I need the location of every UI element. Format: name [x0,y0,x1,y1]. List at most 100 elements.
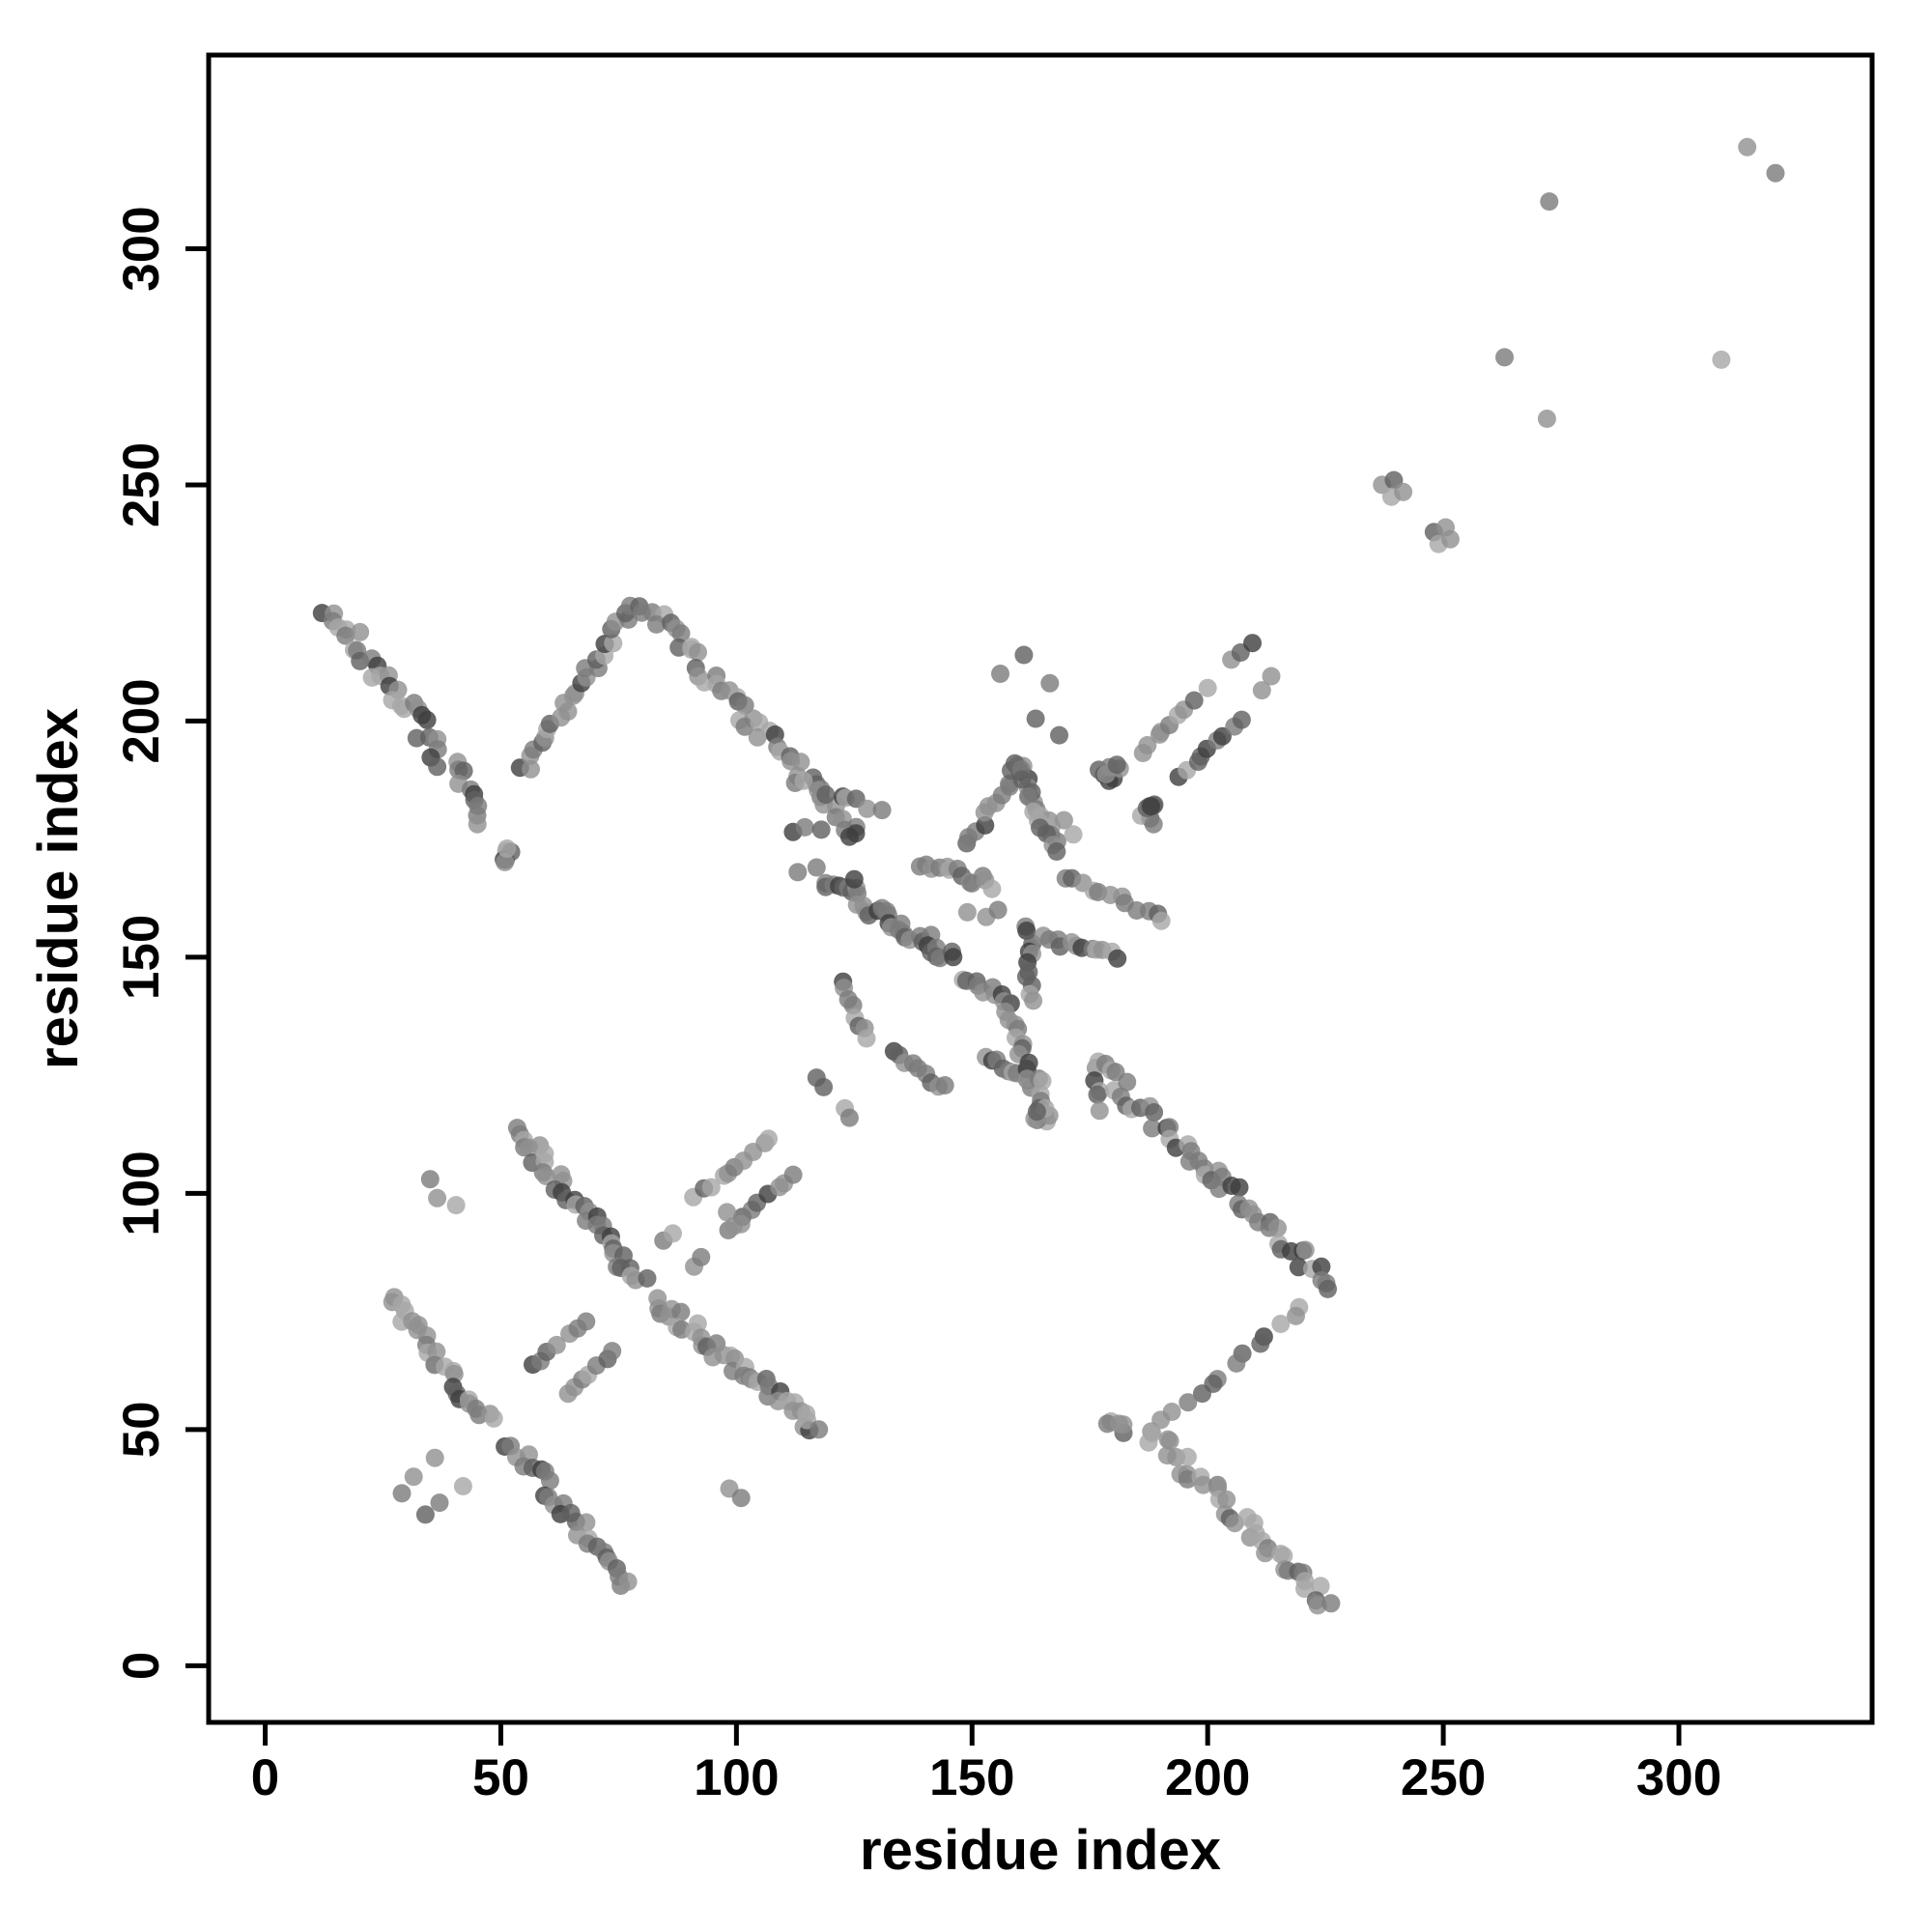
data-point [759,1129,778,1149]
data-point [1262,667,1281,686]
data-point [1050,725,1068,745]
data-point [788,863,808,882]
data-point [844,869,864,889]
data-point [1184,691,1204,710]
data-point [664,1224,682,1243]
data-point [1088,1085,1107,1104]
data-point [647,614,666,634]
data-point [1766,163,1785,183]
data-point [392,1484,412,1503]
data-point [816,785,836,805]
data-point [671,1302,691,1321]
data-point [1118,1072,1137,1092]
data-point [1064,825,1083,844]
data-point [1090,1101,1109,1121]
data-point [351,622,370,641]
data-point [991,665,1009,683]
data-point [1026,709,1045,728]
data-point [1012,770,1032,789]
data-point [638,1268,657,1288]
data-point [839,1108,859,1127]
data-point [1319,1279,1337,1298]
data-point [689,642,707,662]
scatter-points-layer [312,137,1785,1615]
data-point [692,1247,711,1266]
data-point [1217,1490,1236,1509]
data-point [1738,137,1757,156]
data-point [1142,797,1160,816]
data-point [1014,645,1034,665]
data-point [811,820,831,839]
data-point [425,1448,444,1467]
y-tick-label: 200 [113,678,170,763]
data-point [839,827,859,846]
y-axis: 0 50 100 150 200 250 300 [113,206,209,1680]
data-point [957,902,977,922]
data-point [1268,1218,1287,1237]
x-axis-title: residue index [860,1819,1221,1882]
data-point [1138,736,1157,754]
data-point [1230,1178,1249,1197]
data-point [872,801,892,820]
x-tick-label: 150 [929,1749,1014,1806]
y-tick-label: 50 [113,1401,170,1458]
data-point [944,948,963,967]
data-point [1139,1433,1158,1452]
y-tick-label: 300 [113,206,170,291]
data-point [577,1513,596,1532]
data-point [1251,1334,1270,1353]
data-point [428,757,447,777]
data-point [857,1029,876,1048]
data-point [522,759,540,779]
data-point [1712,350,1731,369]
data-point [1440,529,1460,549]
data-point [496,853,515,871]
data-point [420,1170,440,1189]
data-point [988,900,1008,920]
x-tick-label: 200 [1165,1749,1250,1806]
data-point [1311,1577,1330,1596]
data-point [814,1077,834,1096]
data-point [783,1165,803,1184]
data-point [497,839,517,858]
data-point [540,1471,559,1491]
data-point [671,624,691,643]
data-point [1151,911,1171,930]
data-point [1047,842,1066,861]
data-point [547,1335,566,1354]
data-point [1495,348,1514,367]
x-tick-label: 50 [472,1749,529,1806]
data-point [1271,1315,1291,1333]
data-point [794,771,813,790]
data-point [791,753,810,772]
x-tick-label: 300 [1636,1749,1721,1806]
data-point [1143,1119,1162,1138]
x-axis: 0 50 100 150 200 250 300 [251,1722,1721,1806]
y-tick-label: 250 [113,442,170,527]
data-point [1179,1393,1198,1412]
data-point [1321,1594,1341,1613]
data-point [417,710,437,729]
data-point [446,1196,466,1215]
data-point [336,626,355,645]
data-point [976,815,995,835]
data-point [1178,1447,1197,1466]
data-point [1018,787,1037,807]
data-point [430,1493,449,1513]
data-point [1193,1384,1211,1404]
data-point [1287,1306,1305,1325]
data-point [1108,949,1127,968]
data-point [731,1489,751,1508]
data-point [1024,991,1043,1010]
data-point [807,858,826,877]
data-point [795,817,814,837]
data-point [604,634,623,653]
data-point [603,1342,622,1361]
data-point [718,1203,737,1222]
y-tick-label: 150 [113,915,170,1000]
data-point [1312,1257,1331,1276]
data-point [1227,1353,1246,1373]
data-point [701,1178,721,1197]
data-point [1289,1258,1308,1277]
